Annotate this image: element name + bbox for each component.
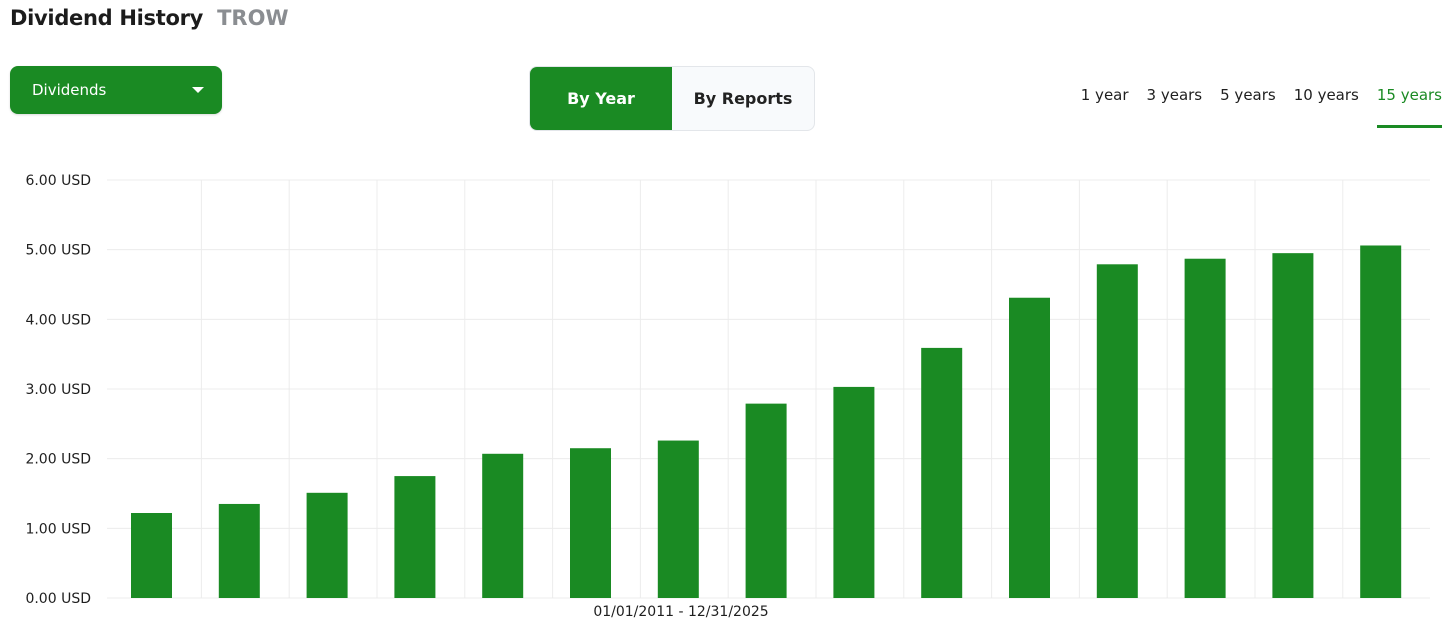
bar[interactable] <box>482 453 524 598</box>
dropdown-selected-label: Dividends <box>32 81 107 99</box>
bar[interactable] <box>1272 253 1314 598</box>
by-year-button[interactable]: By Year <box>530 67 672 130</box>
bar[interactable] <box>1184 258 1226 598</box>
bar[interactable] <box>1096 264 1138 598</box>
bar[interactable] <box>394 476 436 598</box>
bar[interactable] <box>833 386 875 598</box>
range-tab-3-years[interactable]: 3 years <box>1146 86 1203 104</box>
ticker-symbol: TROW <box>217 6 289 30</box>
caret-down-icon <box>192 87 204 93</box>
bar[interactable] <box>657 440 699 598</box>
dividend-bar-chart: 0.00 USD 1.00 USD 2.00 USD 3.00 USD 4.00 USD… <box>25 173 1430 620</box>
bar[interactable] <box>131 513 172 598</box>
y-tick-label: 6.00 USD <box>25 173 91 189</box>
range-tab-1-year[interactable]: 1 year <box>1080 86 1129 104</box>
y-tick-label: 2.00 USD <box>25 452 91 468</box>
page-title: Dividend History <box>10 6 204 30</box>
y-tick-label: 1.00 USD <box>25 521 91 537</box>
range-tabs: 1 year 3 years 5 years 10 years 15 years <box>1080 86 1443 128</box>
bar[interactable] <box>306 492 348 598</box>
x-axis-date-range: 01/01/2011 - 12/31/2025 <box>593 604 768 620</box>
bar[interactable] <box>218 503 260 598</box>
bar[interactable] <box>570 448 611 598</box>
bar[interactable] <box>921 347 963 598</box>
y-tick-label: 3.00 USD <box>25 382 91 398</box>
y-tick-label: 0.00 USD <box>25 591 91 607</box>
y-tick-label: 5.00 USD <box>25 243 91 259</box>
header: Dividend History TROW <box>10 6 289 36</box>
bar[interactable] <box>1360 245 1402 598</box>
y-tick-label: 4.00 USD <box>25 312 91 328</box>
range-tab-10-years[interactable]: 10 years <box>1293 86 1359 104</box>
range-tab-15-years[interactable]: 15 years <box>1376 86 1443 128</box>
range-tab-5-years[interactable]: 5 years <box>1220 86 1276 104</box>
view-toggle: By Year By Reports <box>529 66 815 131</box>
by-reports-button[interactable]: By Reports <box>693 89 793 108</box>
bar[interactable] <box>745 403 787 598</box>
metric-dropdown[interactable]: Dividends <box>10 66 222 114</box>
bar[interactable] <box>1009 297 1050 598</box>
